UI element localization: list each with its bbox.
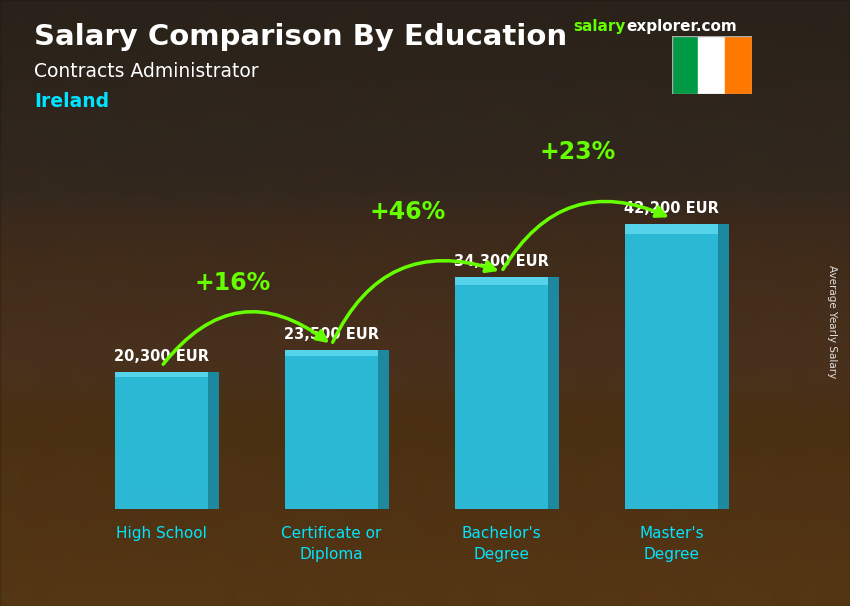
Bar bbox=[672, 36, 699, 94]
Text: Ireland: Ireland bbox=[34, 92, 109, 111]
Bar bbox=[725, 36, 752, 94]
Bar bbox=[378, 350, 389, 509]
Bar bbox=[548, 277, 559, 509]
Text: +46%: +46% bbox=[370, 200, 446, 224]
Bar bbox=[115, 372, 208, 377]
Text: +16%: +16% bbox=[195, 271, 271, 296]
Text: Contracts Administrator: Contracts Administrator bbox=[34, 62, 258, 81]
Bar bbox=[115, 372, 208, 509]
Text: Salary Comparison By Education: Salary Comparison By Education bbox=[34, 23, 567, 51]
Bar bbox=[455, 277, 548, 509]
Bar bbox=[208, 372, 219, 509]
Bar bbox=[625, 224, 718, 509]
Bar bbox=[625, 224, 718, 234]
Bar bbox=[285, 350, 378, 509]
Text: Average Yearly Salary: Average Yearly Salary bbox=[827, 265, 837, 378]
Bar bbox=[699, 36, 725, 94]
Bar bbox=[285, 350, 378, 356]
Text: +23%: +23% bbox=[540, 141, 616, 164]
Text: salary: salary bbox=[574, 19, 626, 35]
Text: explorer.com: explorer.com bbox=[626, 19, 737, 35]
Text: 34,300 EUR: 34,300 EUR bbox=[454, 254, 549, 269]
Text: 23,500 EUR: 23,500 EUR bbox=[284, 327, 379, 342]
Bar bbox=[455, 277, 548, 285]
Text: 42,200 EUR: 42,200 EUR bbox=[624, 201, 719, 216]
Bar bbox=[718, 224, 729, 509]
Text: 20,300 EUR: 20,300 EUR bbox=[114, 348, 209, 364]
